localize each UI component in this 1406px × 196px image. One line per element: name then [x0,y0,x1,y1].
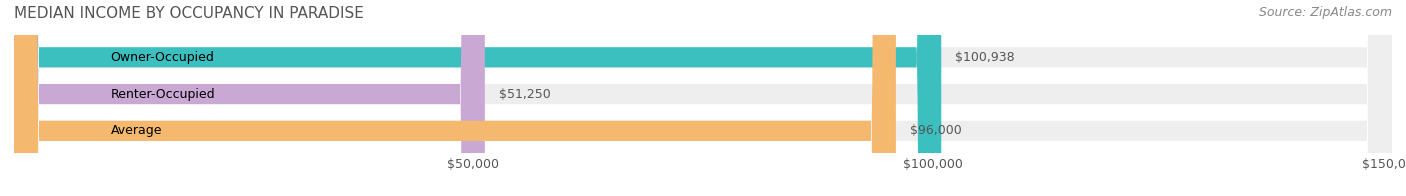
FancyBboxPatch shape [14,0,941,196]
Text: Average: Average [111,124,162,137]
Text: $100,938: $100,938 [955,51,1015,64]
FancyBboxPatch shape [14,0,1392,196]
FancyBboxPatch shape [14,0,1392,196]
Text: Renter-Occupied: Renter-Occupied [111,88,215,101]
FancyBboxPatch shape [14,0,485,196]
Text: $51,250: $51,250 [499,88,550,101]
Text: $96,000: $96,000 [910,124,962,137]
Text: Source: ZipAtlas.com: Source: ZipAtlas.com [1258,6,1392,19]
FancyBboxPatch shape [14,0,896,196]
Text: MEDIAN INCOME BY OCCUPANCY IN PARADISE: MEDIAN INCOME BY OCCUPANCY IN PARADISE [14,6,364,21]
Text: Owner-Occupied: Owner-Occupied [111,51,214,64]
FancyBboxPatch shape [14,0,1392,196]
